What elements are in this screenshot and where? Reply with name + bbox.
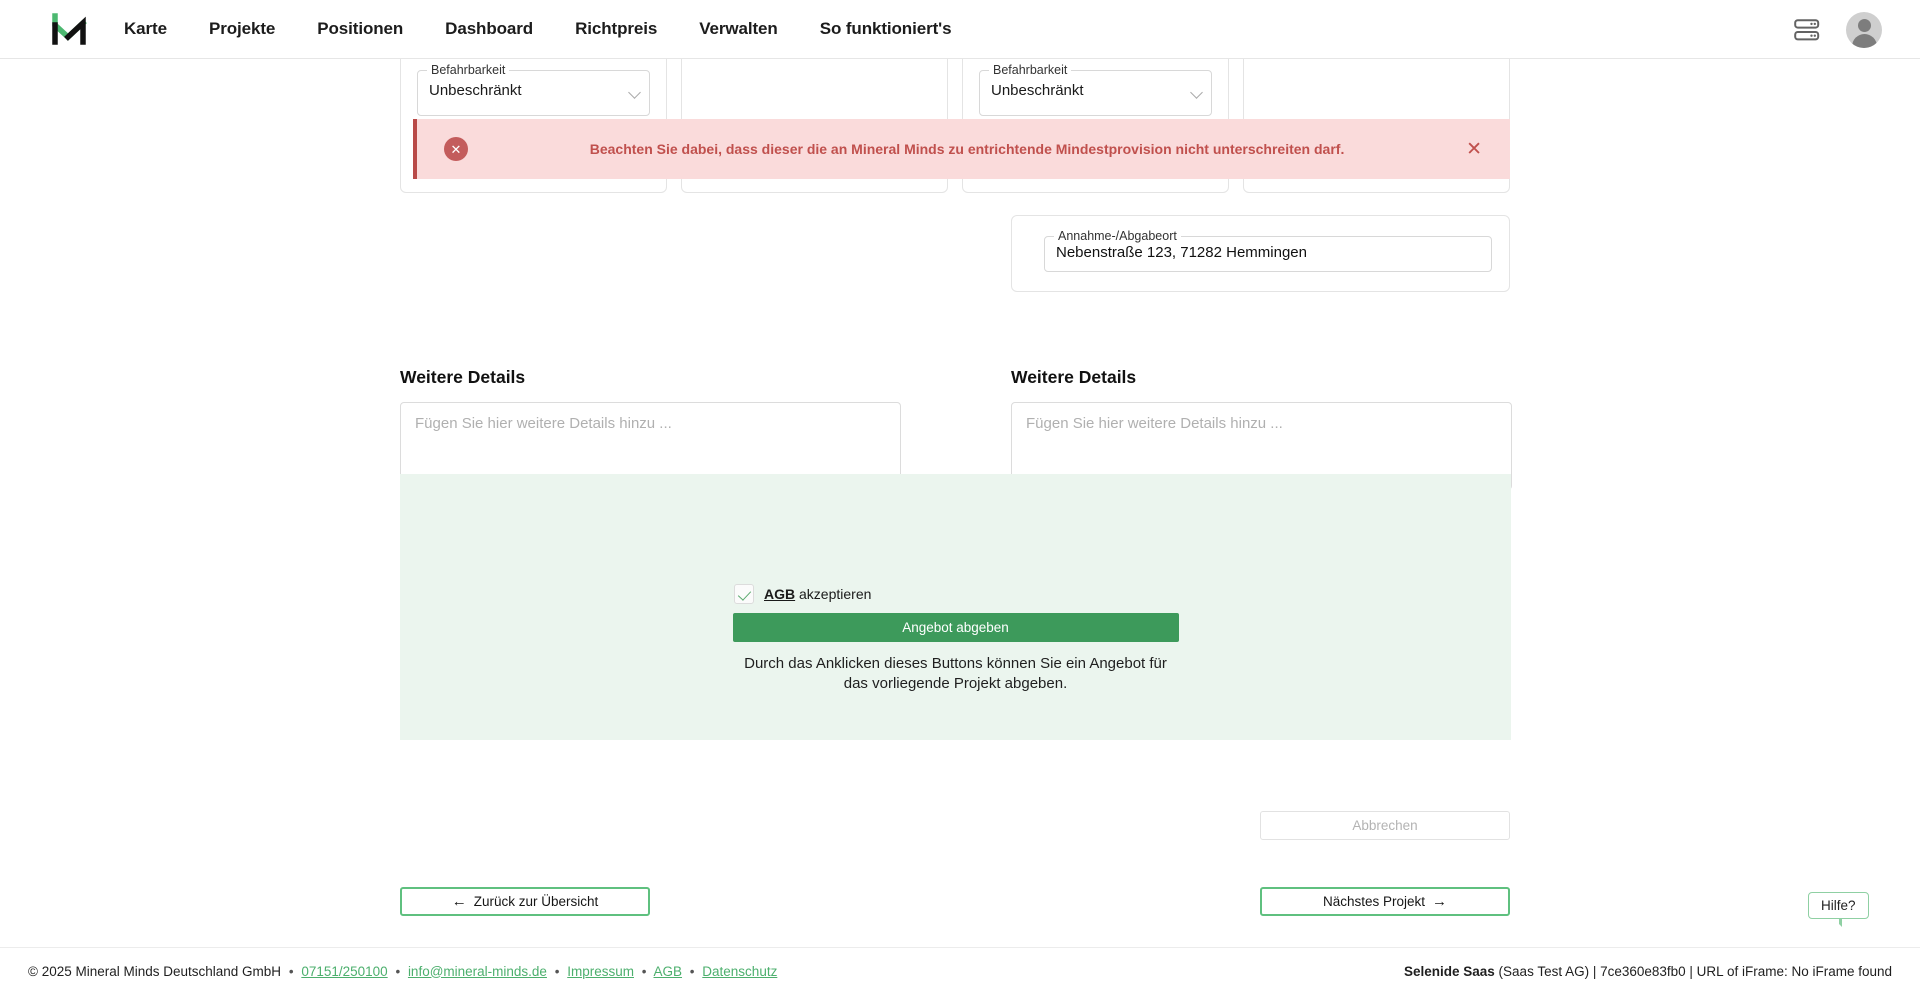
footer-sep-3: • — [554, 963, 560, 979]
nav-item-positionen[interactable]: Positionen — [317, 19, 404, 38]
befahrbarkeit-select-1[interactable]: Befahrbarkeit Unbeschränkt — [417, 63, 650, 116]
page-footer: © 2025 Mineral Minds Deutschland GmbH • … — [0, 947, 1920, 994]
nav-item-so-funktionierts[interactable]: So funktioniert's — [819, 19, 952, 38]
mineral-minds-logo[interactable] — [48, 10, 90, 48]
page-content: Befahrbarkeit Unbeschränkt Befahrbarkeit… — [0, 7, 1920, 959]
befahrbarkeit-label-1: Befahrbarkeit — [427, 63, 510, 77]
footer-tenant-name: Selenide Saas — [1403, 963, 1495, 979]
alert-message: Beachten Sie dabei, dass dieser die an M… — [589, 141, 1345, 157]
agb-checkbox[interactable] — [734, 584, 754, 604]
help-bubble[interactable]: Hilfe? — [1808, 892, 1869, 927]
server-glyph-icon — [1794, 18, 1820, 40]
submit-hint-text: Durch das Anklicken dieses Buttons könne… — [744, 655, 1167, 692]
chevron-down-icon — [1190, 86, 1203, 99]
close-icon[interactable]: ✕ — [1466, 138, 1482, 160]
cancel-button[interactable]: Abbrechen — [1260, 811, 1510, 840]
error-alert-banner: ✕ Beachten Sie dabei, dass dieser die an… — [413, 119, 1510, 179]
next-project-button[interactable]: Nächstes Projekt → — [1260, 887, 1510, 916]
main-nav: Karte Projekte Positionen Dashboard Rich… — [124, 0, 972, 58]
annahme-abgabeort-input[interactable]: Annahme-/Abgabeort Nebenstraße 123, 7128… — [1044, 229, 1492, 272]
agb-link[interactable]: AGB — [764, 586, 796, 602]
chevron-down-icon — [628, 86, 641, 99]
agb-label-rest: akzeptieren — [795, 586, 872, 602]
pickup-dropoff-card: Annahme-/Abgabeort Nebenstraße 123, 7128… — [1011, 215, 1510, 292]
nav-item-verwalten[interactable]: Verwalten — [699, 19, 778, 38]
annahme-abgabeort-value: Nebenstraße 123, 71282 Hemmingen — [1056, 244, 1307, 261]
avatar[interactable] — [1846, 11, 1882, 48]
agb-label: AGB akzeptieren — [764, 586, 871, 602]
server-icon[interactable] — [1790, 13, 1824, 47]
error-circle-icon: ✕ — [444, 137, 468, 161]
nav-item-richtpreis[interactable]: Richtpreis — [575, 19, 658, 38]
footer-sep-4: • — [641, 963, 647, 979]
footer-sep-1: • — [288, 963, 294, 979]
avatar-body — [1851, 33, 1877, 48]
footer-copyright: © 2025 Mineral Minds Deutschland GmbH — [28, 963, 282, 979]
footer-links: © 2025 Mineral Minds Deutschland GmbH • … — [28, 964, 777, 979]
footer-phone-link[interactable]: 07151/250100 — [301, 963, 388, 979]
footer-email-link[interactable]: info@mineral-minds.de — [407, 963, 547, 979]
footer-datenschutz-link[interactable]: Datenschutz — [702, 963, 778, 979]
avatar-head — [1857, 18, 1871, 32]
footer-env-info: Selenide Saas (Saas Test AG) | 7ce360e83… — [1404, 964, 1892, 979]
befahrbarkeit-value-2: Unbeschränkt — [991, 82, 1084, 99]
weitere-details-right: Weitere Details Fügen Sie hier weitere D… — [1011, 367, 1512, 490]
offer-submit-panel: AGB akzeptieren Angebot abgeben Durch da… — [400, 474, 1511, 740]
arrow-right-icon: → — [1432, 893, 1448, 910]
footer-sep-2: • — [395, 963, 401, 979]
weitere-details-right-title: Weitere Details — [1011, 367, 1137, 387]
next-project-label: Nächstes Projekt — [1322, 894, 1426, 909]
footer-impressum-link[interactable]: Impressum — [567, 963, 634, 979]
weitere-details-left: Weitere Details Fügen Sie hier weitere D… — [400, 367, 901, 490]
annahme-abgabeort-label: Annahme-/Abgabeort — [1054, 229, 1181, 243]
footer-sep-5: • — [689, 963, 695, 979]
weitere-details-left-title: Weitere Details — [400, 367, 526, 387]
nav-item-karte[interactable]: Karte — [124, 19, 167, 38]
befahrbarkeit-value-1: Unbeschränkt — [429, 82, 522, 99]
footer-agb-link[interactable]: AGB — [653, 963, 683, 979]
arrow-left-icon: ← — [451, 893, 467, 910]
top-navigation-bar: Karte Projekte Positionen Dashboard Rich… — [0, 0, 1920, 59]
befahrbarkeit-select-2[interactable]: Befahrbarkeit Unbeschränkt — [979, 63, 1212, 116]
nav-item-dashboard[interactable]: Dashboard — [445, 19, 534, 38]
back-to-overview-label: Zurück zur Übersicht — [473, 894, 599, 909]
befahrbarkeit-label-2: Befahrbarkeit — [989, 63, 1072, 77]
logo-icon — [52, 13, 87, 45]
header-actions — [1790, 0, 1882, 59]
agb-accept-row: AGB akzeptieren — [734, 584, 871, 604]
footer-tenant-details: (Saas Test AG) | 7ce360e83fb0 | URL of i… — [1494, 963, 1892, 979]
submit-offer-button[interactable]: Angebot abgeben — [732, 613, 1179, 642]
nav-item-projekte[interactable]: Projekte — [208, 19, 276, 38]
back-to-overview-button[interactable]: ← Zurück zur Übersicht — [400, 887, 650, 916]
